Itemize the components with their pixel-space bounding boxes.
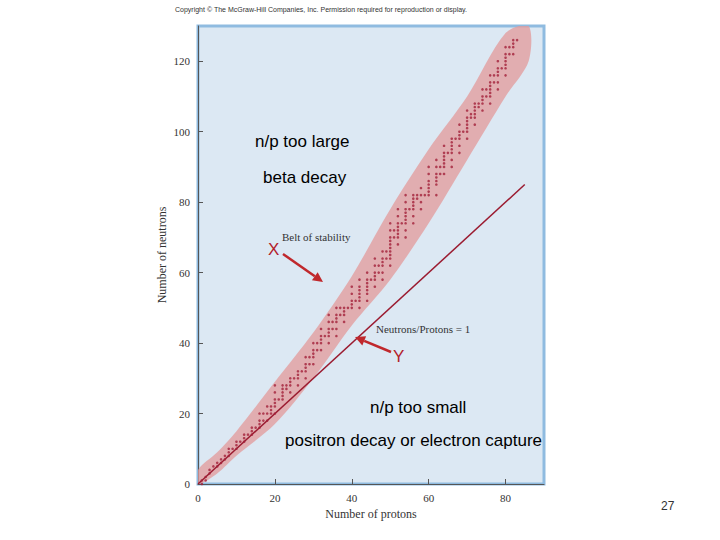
svg-text:Belt of stability: Belt of stability bbox=[282, 231, 351, 243]
svg-text:beta decay: beta decay bbox=[263, 168, 347, 187]
svg-text:Copyright © The McGraw-Hill Co: Copyright © The McGraw-Hill Companies, I… bbox=[175, 6, 467, 14]
svg-text:80: 80 bbox=[500, 492, 512, 504]
svg-text:60: 60 bbox=[423, 492, 435, 504]
svg-text:n/p too small: n/p too small bbox=[370, 398, 466, 417]
svg-text:0: 0 bbox=[195, 492, 201, 504]
svg-text:80: 80 bbox=[179, 196, 191, 208]
svg-text:positron decay or electron cap: positron decay or electron capture bbox=[285, 431, 542, 450]
svg-text:0: 0 bbox=[185, 478, 191, 490]
svg-text:Number of neutrons: Number of neutrons bbox=[155, 206, 169, 303]
svg-text:40: 40 bbox=[179, 337, 191, 349]
svg-text:40: 40 bbox=[346, 492, 358, 504]
svg-text:120: 120 bbox=[174, 55, 191, 67]
svg-text:27: 27 bbox=[661, 499, 675, 513]
svg-text:n/p too large: n/p too large bbox=[255, 132, 350, 151]
svg-text:100: 100 bbox=[174, 126, 191, 138]
svg-text:Y: Y bbox=[393, 347, 404, 366]
svg-text:Neutrons/Protons = 1: Neutrons/Protons = 1 bbox=[376, 323, 470, 335]
svg-text:60: 60 bbox=[179, 267, 191, 279]
svg-text:20: 20 bbox=[179, 408, 191, 420]
svg-text:X: X bbox=[268, 240, 279, 259]
svg-text:20: 20 bbox=[269, 492, 281, 504]
svg-text:Number of protons: Number of protons bbox=[325, 507, 417, 521]
